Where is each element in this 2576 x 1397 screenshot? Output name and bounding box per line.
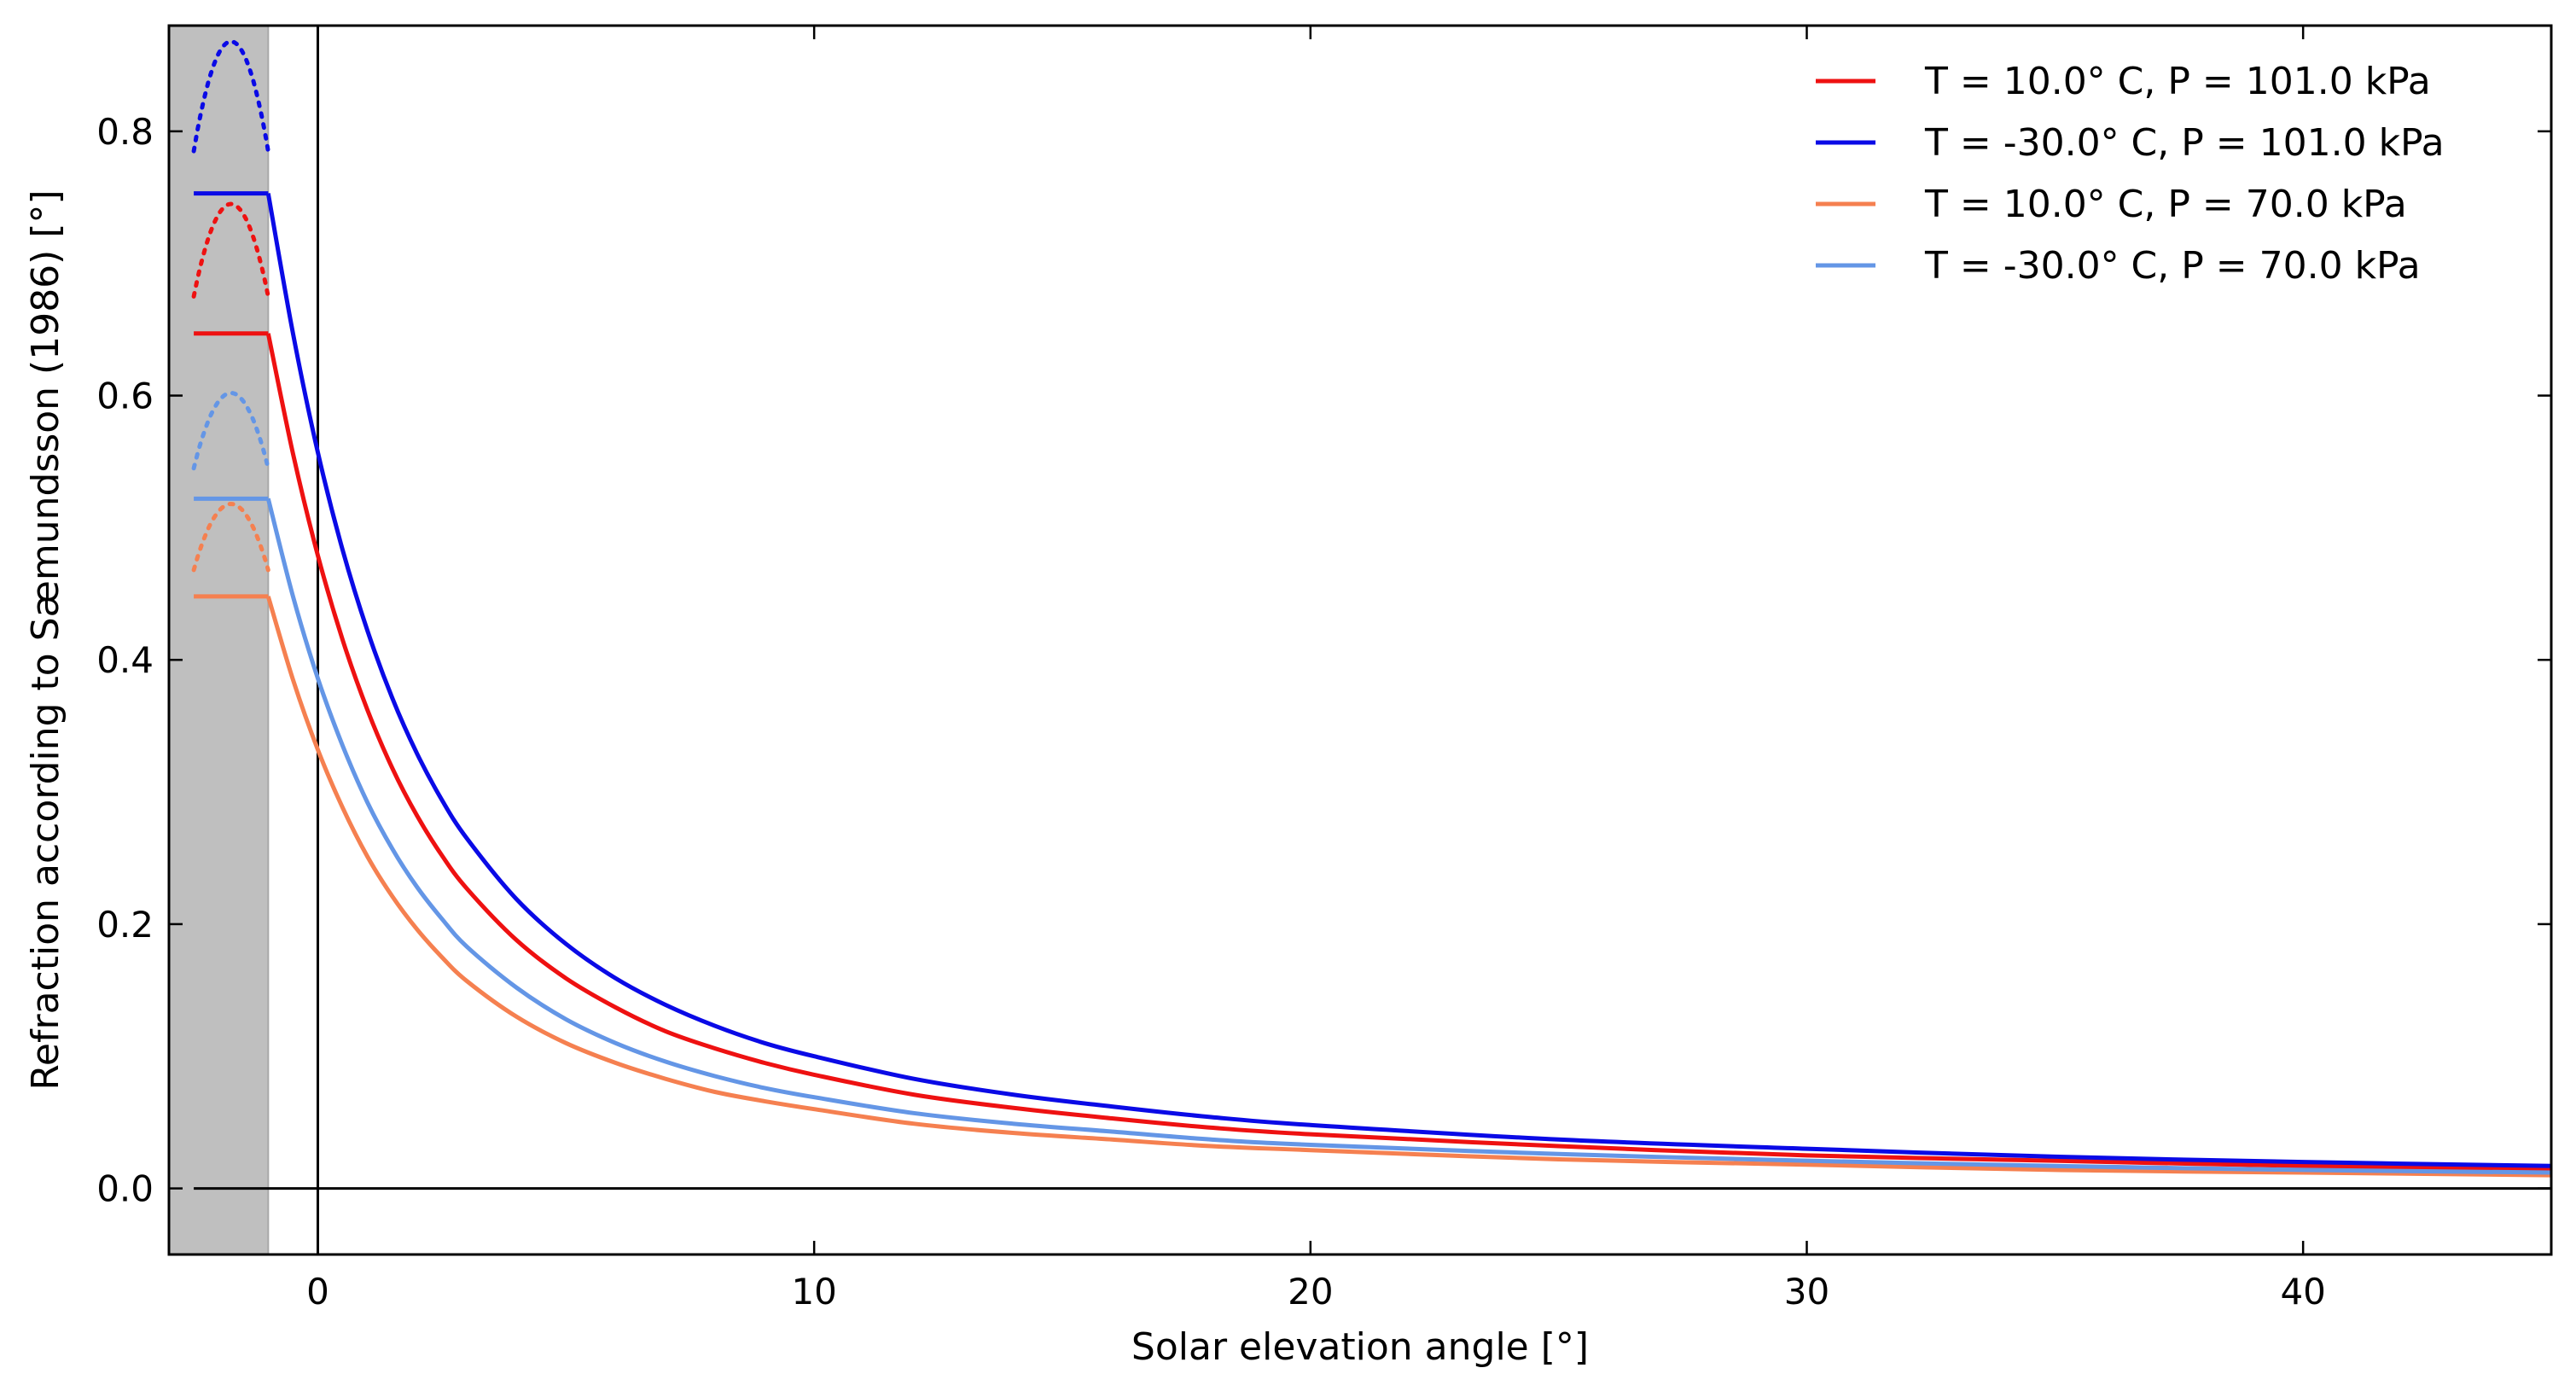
legend-label: T = -30.0° C, P = 101.0 kPa: [1924, 121, 2445, 165]
legend-item: T = 10.0° C, P = 70.0 kPa: [1816, 183, 2407, 226]
plot-area: [168, 25, 2551, 1255]
axes: 0 10 20 30 40 0.0 0.2 0.4 0.6 0.8: [96, 24, 2553, 1313]
series-group: [191, 39, 2551, 1178]
y-tick-label: 0.6: [96, 375, 154, 417]
legend-label: T = 10.0° C, P = 101.0 kPa: [1924, 60, 2431, 103]
x-tick-label: 40: [2280, 1271, 2325, 1313]
series-4: [191, 390, 2551, 1175]
shaded-region: [168, 25, 270, 1255]
series-line: [265, 596, 2551, 1178]
series-1: [191, 201, 2551, 1171]
y-tick-label: 0.0: [96, 1168, 154, 1210]
series-dotted-arc: [191, 501, 270, 573]
legend-label: T = -30.0° C, P = 70.0 kPa: [1924, 244, 2421, 288]
y-tick-label: 0.8: [96, 111, 154, 153]
series-dotted-arc: [191, 39, 270, 154]
y-tick-label: 0.2: [96, 904, 154, 946]
series-line: [265, 498, 2551, 1175]
series-line: [265, 333, 2551, 1171]
legend-label: T = 10.0° C, P = 70.0 kPa: [1924, 183, 2407, 226]
series-2: [191, 39, 2551, 1168]
x-tick-label: 20: [1288, 1271, 1333, 1313]
y-axis-title: Refraction according to Sæmundsson (1986…: [24, 189, 67, 1090]
legend: T = 10.0° C, P = 101.0 kPa T = -30.0° C, …: [1816, 60, 2445, 288]
series-line: [265, 193, 2551, 1168]
series-3: [191, 501, 2551, 1178]
series-dotted-arc: [191, 390, 270, 471]
y-tick-label: 0.4: [96, 639, 154, 681]
legend-item: T = -30.0° C, P = 70.0 kPa: [1816, 244, 2421, 288]
legend-item: T = 10.0° C, P = 101.0 kPa: [1816, 60, 2431, 103]
plot-frame: [167, 24, 2553, 1256]
series-dotted-arc: [191, 201, 270, 299]
x-tick-label: 10: [791, 1271, 836, 1313]
x-tick-label: 0: [306, 1271, 329, 1313]
x-tick-label: 30: [1784, 1271, 1829, 1313]
x-axis-title: Solar elevation angle [°]: [1131, 1325, 1589, 1369]
legend-item: T = -30.0° C, P = 101.0 kPa: [1816, 121, 2445, 165]
